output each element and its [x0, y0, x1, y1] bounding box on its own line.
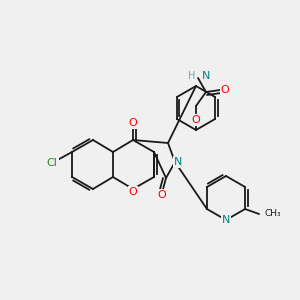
- Text: H: H: [188, 71, 196, 81]
- Text: O: O: [220, 85, 230, 95]
- Text: O: O: [158, 190, 166, 200]
- Text: CH₃: CH₃: [264, 209, 281, 218]
- Text: O: O: [192, 115, 200, 125]
- Text: N: N: [222, 215, 230, 225]
- Text: O: O: [129, 187, 137, 197]
- Text: Cl: Cl: [46, 158, 57, 168]
- Text: N: N: [202, 71, 210, 81]
- Text: N: N: [174, 157, 182, 167]
- Text: O: O: [129, 118, 137, 128]
